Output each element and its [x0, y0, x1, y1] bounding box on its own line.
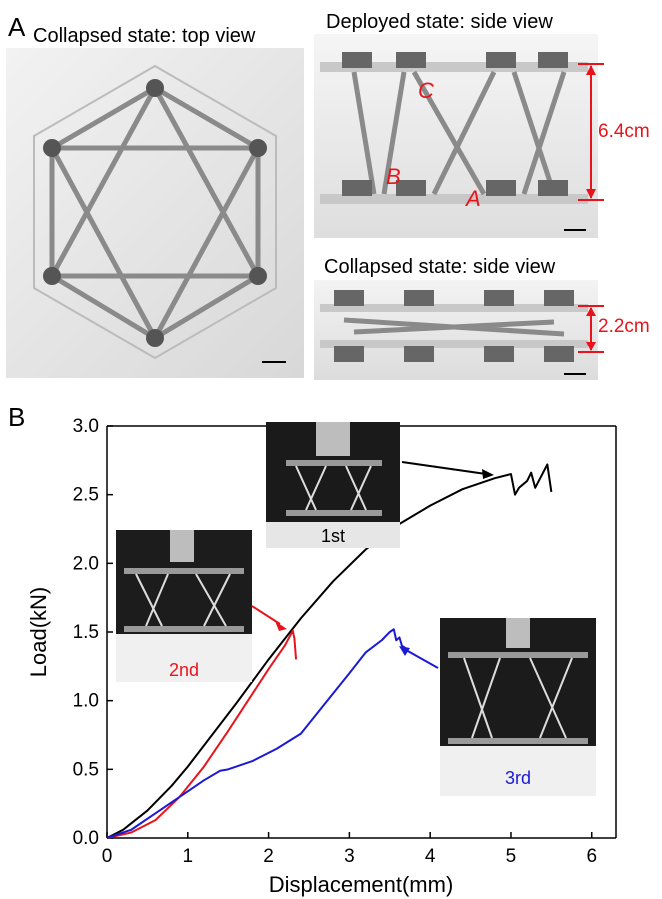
- collapsed-side-title: Collapsed state: side view: [324, 256, 556, 278]
- load-displacement-chart: 0 1 2 3 4 5 6 0.0 0.5 1.0 1.5 2.0 2.5 3.0 Displacemen…: [26, 416, 617, 897]
- x-axis-label: Displacement(mm): [269, 872, 454, 897]
- y-tick-label: 0.0: [73, 828, 99, 849]
- collapsed-mechanism-drawing: [320, 290, 588, 375]
- y-tick-label: 0.5: [73, 759, 99, 780]
- point-label-a: A: [466, 186, 481, 211]
- collapsed-side-photo: [314, 280, 598, 380]
- point-label-c: C: [418, 78, 434, 103]
- point-label-b: B: [386, 164, 401, 189]
- inset-photo-3rd: 3rd: [440, 618, 596, 796]
- series-line-2nd: [106, 629, 298, 839]
- inset-photo-1st: 1st: [266, 422, 400, 548]
- x-tick-label: 5: [506, 846, 517, 867]
- x-tick-label: 1: [183, 846, 194, 867]
- series-line-3rd: [106, 628, 407, 839]
- inset-label-2nd: 2nd: [168, 660, 200, 680]
- panel-a-letter: A: [8, 12, 26, 42]
- collapsed-height-label: 2.2cm: [598, 316, 650, 337]
- top-view-title: Collapsed state: top view: [33, 25, 256, 47]
- deployed-height-marker: [578, 63, 604, 201]
- hexagon-mechanism-drawing: [33, 64, 286, 363]
- deployed-height-label: 6.4cm: [598, 121, 650, 142]
- deployed-mechanism-drawing: [320, 52, 588, 231]
- deployed-photo: C B A: [314, 34, 598, 238]
- panel-b-letter: B: [8, 402, 26, 432]
- x-tick-label: 0: [102, 846, 113, 867]
- y-tick-label: 2.0: [73, 553, 99, 574]
- y-tick-label: 3.0: [73, 416, 99, 437]
- x-tick-label: 2: [263, 846, 274, 867]
- x-tick-label: 4: [425, 846, 436, 867]
- deployed-title: Deployed state: side view: [326, 11, 553, 33]
- top-view-photo: [6, 48, 304, 378]
- collapsed-height-marker: [578, 305, 604, 353]
- x-tick-label: 3: [344, 846, 355, 867]
- inset-photo-2nd: 2nd: [116, 530, 252, 682]
- y-tick-label: 2.5: [73, 485, 99, 506]
- y-tick-label: 1.0: [73, 691, 99, 712]
- inset-label-1st: 1st: [320, 526, 345, 546]
- x-tick-label: 6: [586, 846, 597, 867]
- y-axis-label: Load(kN): [26, 587, 51, 677]
- y-tick-label: 1.5: [73, 622, 99, 643]
- inset-label-3rd: 3rd: [504, 768, 531, 788]
